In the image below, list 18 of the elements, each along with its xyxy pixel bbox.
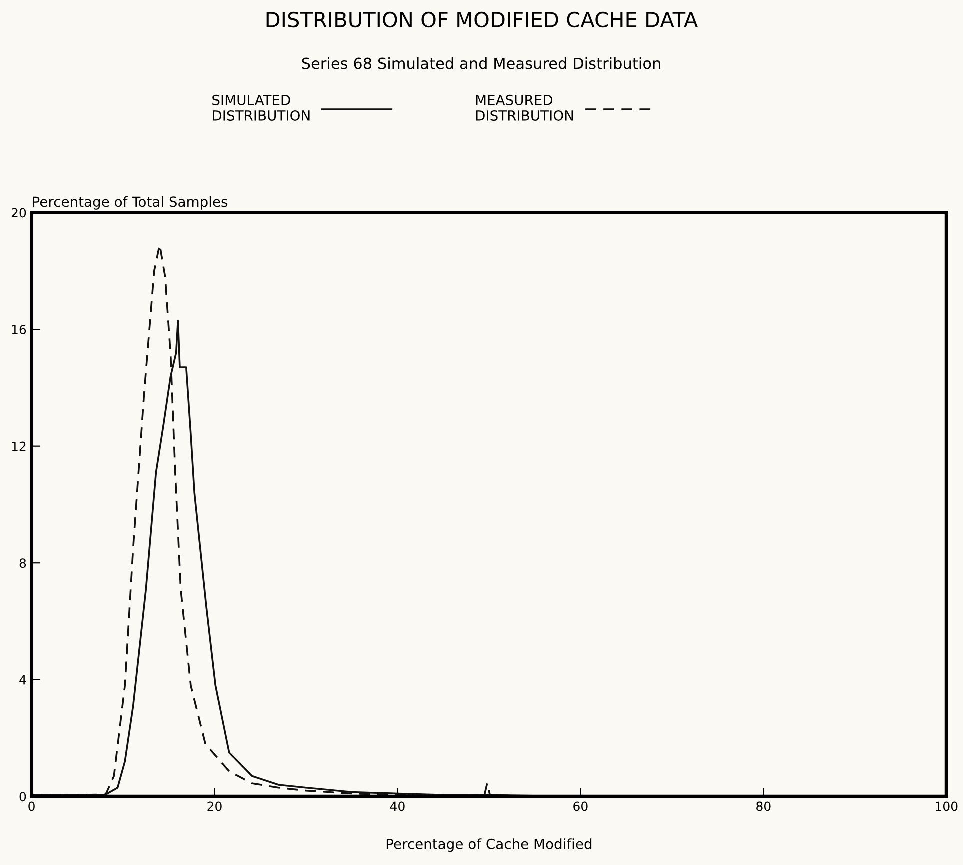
y-tick-label: 4 — [20, 676, 26, 685]
y-tick-label: 20 — [12, 208, 26, 218]
legend-label: SIMULATED DISTRIBUTION — [212, 94, 310, 121]
y-tick-label: 16 — [12, 325, 26, 334]
y-tick-label: 8 — [20, 558, 26, 568]
chart-title: DISTRIBUTION OF MODIFIED CACHE DATA — [266, 12, 698, 28]
y-tick-label: 0 — [20, 792, 26, 802]
x-tick-label: 0 — [28, 802, 35, 812]
x-tick-label: 40 — [390, 802, 405, 812]
x-tick-label: 100 — [936, 802, 958, 812]
y-tick-label: 12 — [12, 442, 26, 452]
x-tick-label: 60 — [574, 802, 588, 812]
x-tick-label: 80 — [756, 802, 771, 812]
y-axis-title: Percentage of Total Samples — [33, 196, 228, 210]
x-tick-label: 20 — [208, 802, 222, 812]
chart-subtitle: Series 68 Simulated and Measured Distribution — [302, 57, 660, 70]
legend-label: MEASURED DISTRIBUTION — [476, 94, 574, 121]
x-axis-title: Percentage of Cache Modified — [386, 838, 592, 852]
